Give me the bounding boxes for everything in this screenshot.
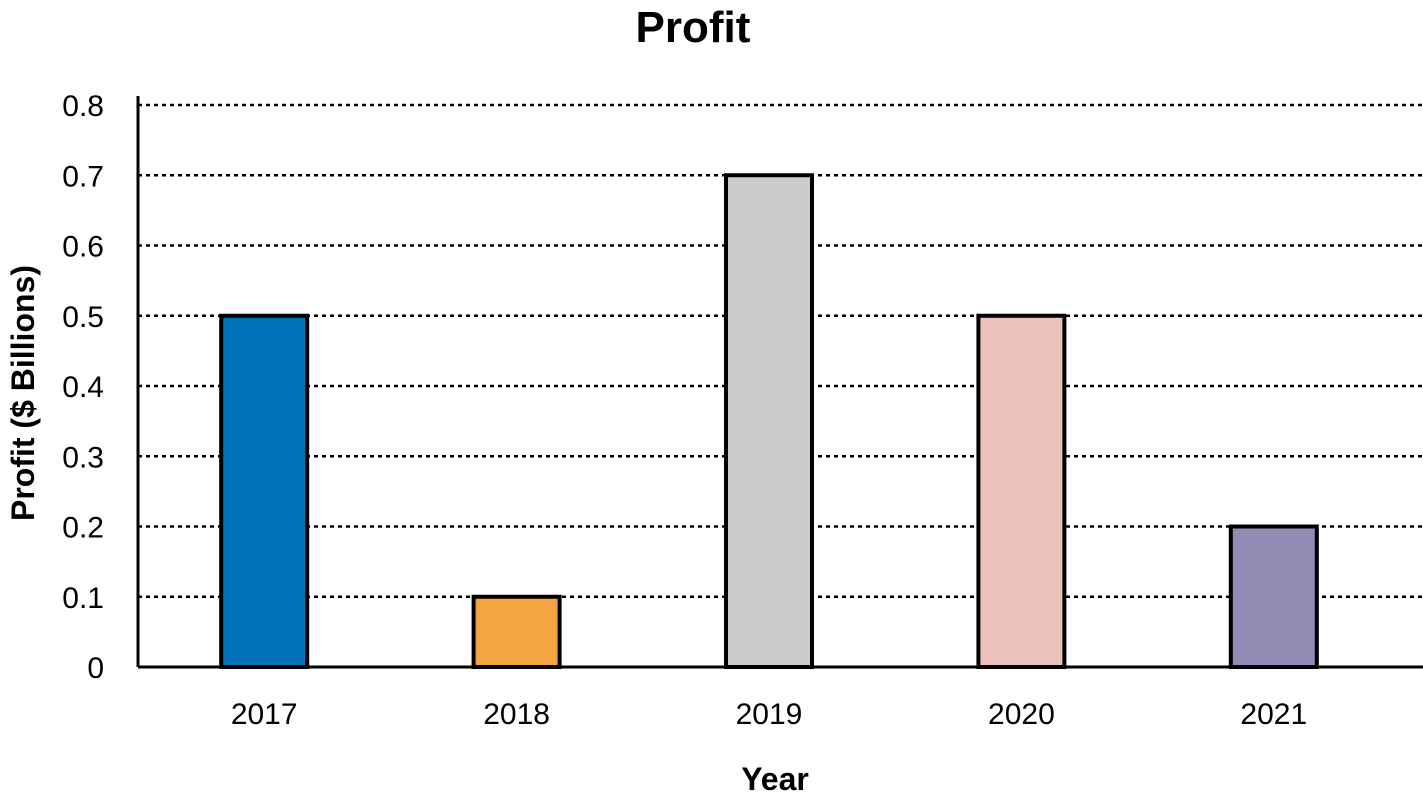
x-axis-label: Year [741,761,809,797]
bar-2020 [976,313,1067,669]
bar-2017 [219,313,310,669]
y-tick-label: 0.8 [62,90,104,123]
y-axis-ticks: 0 0.1 0.2 0.3 0.4 0.5 0.6 0.7 0.8 [62,90,104,685]
y-tick-label: 0.2 [62,512,104,545]
y-tick-label: 0.6 [62,231,104,264]
bar-2018 [471,594,562,669]
y-tick-label: 0.4 [62,371,104,404]
x-tick-label: 2018 [483,698,550,731]
y-tick-label: 0 [87,652,104,685]
y-tick-label: 0.3 [62,441,104,474]
y-tick-label: 0.7 [62,160,104,193]
bar-2021 [1228,524,1319,669]
y-tick-label: 0.1 [62,582,104,615]
chart-title: Profit [636,3,751,52]
x-axis-ticks: 2017 2018 2019 2020 2021 [231,698,1307,731]
x-tick-label: 2021 [1240,698,1307,731]
bar-2019 [724,173,814,669]
x-tick-label: 2019 [736,698,803,731]
x-tick-label: 2017 [231,698,298,731]
bars [219,173,1319,669]
y-axis-label: Profit ($ Billions) [5,265,41,521]
x-tick-label: 2020 [988,698,1055,731]
y-tick-label: 0.5 [62,301,104,334]
